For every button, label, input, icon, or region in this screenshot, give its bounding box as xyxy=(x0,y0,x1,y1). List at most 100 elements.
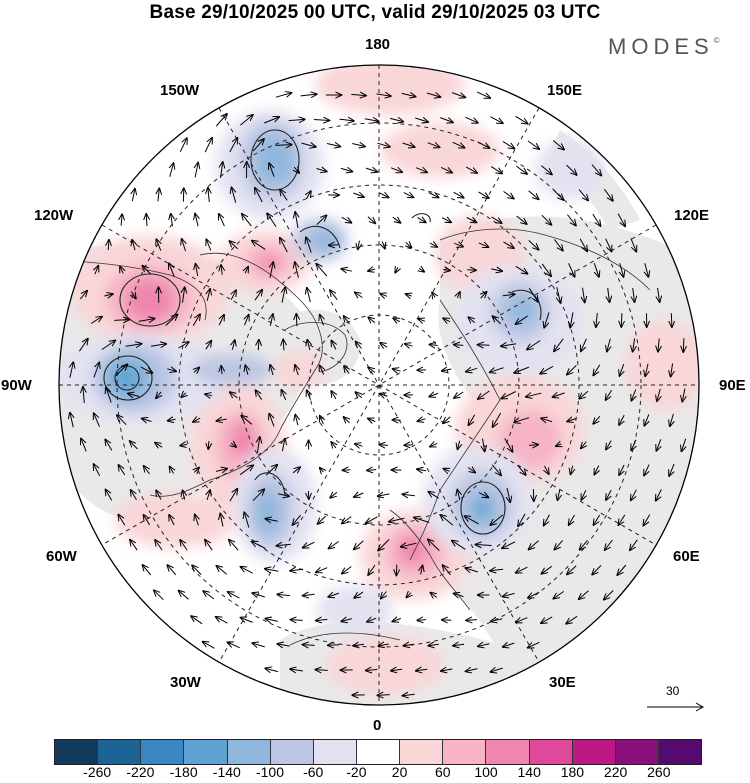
wind-vector xyxy=(158,189,159,202)
wind-vector xyxy=(619,414,624,425)
wind-vector xyxy=(266,519,278,522)
wind-vector xyxy=(491,668,503,672)
colorbar-tick-label: -20 xyxy=(346,764,367,780)
wind-vector xyxy=(476,545,492,546)
wind-vector xyxy=(290,569,304,571)
wind-vector xyxy=(267,213,277,227)
wind-vector xyxy=(231,443,236,447)
wind-vector xyxy=(341,269,352,271)
wind-vector xyxy=(643,514,651,526)
wind-vector xyxy=(228,592,240,599)
wind-vector xyxy=(230,241,239,250)
longitude-label-90w: 90W xyxy=(1,377,32,394)
wind-vector xyxy=(366,670,378,671)
wind-vector xyxy=(303,645,315,646)
colorbar-tick-label: -260 xyxy=(83,764,112,780)
wind-vector xyxy=(419,268,424,271)
wind-vector xyxy=(541,616,553,623)
colorbar-tick-label: -60 xyxy=(303,764,324,780)
wind-vector xyxy=(443,416,451,423)
wind-vector xyxy=(605,539,613,550)
wind-vector xyxy=(182,239,186,252)
wind-vector xyxy=(340,168,352,171)
wind-vector xyxy=(106,387,112,403)
wind-vector xyxy=(119,465,126,476)
wind-vector xyxy=(527,140,539,149)
wind-vector xyxy=(490,514,504,525)
wind-vector xyxy=(156,392,161,398)
wind-vector xyxy=(503,593,515,596)
wind-vector xyxy=(229,540,239,551)
wind-vector xyxy=(452,141,465,147)
wind-vector xyxy=(320,468,324,472)
wind-vector xyxy=(252,542,266,549)
wind-vector xyxy=(344,316,350,325)
wind-vector xyxy=(453,191,464,197)
wind-vector xyxy=(607,338,610,352)
wind-vector xyxy=(380,343,388,347)
wind-vector xyxy=(481,292,487,298)
wind-vector xyxy=(606,489,611,500)
wind-vector xyxy=(219,214,225,227)
wind-vector xyxy=(379,644,389,646)
wind-vector xyxy=(354,591,364,598)
wind-vector xyxy=(430,593,436,598)
wind-vector xyxy=(331,391,336,400)
wind-vector xyxy=(645,363,648,376)
wind-vector xyxy=(406,242,412,247)
wind-vector xyxy=(355,293,363,298)
wind-vector xyxy=(483,438,485,452)
wind-vector xyxy=(631,489,637,501)
wind-vector xyxy=(341,217,352,222)
wind-vector xyxy=(240,115,252,126)
wind-vector xyxy=(552,140,564,150)
wind-vector xyxy=(544,514,550,526)
wind-vector xyxy=(578,189,588,201)
wind-vector xyxy=(320,416,324,425)
wind-vector xyxy=(125,344,142,347)
wind-vector xyxy=(392,217,401,223)
wind-vector xyxy=(529,540,539,550)
wind-vector xyxy=(516,165,527,174)
wind-vector xyxy=(633,338,635,352)
wind-vector xyxy=(208,188,209,203)
wind-vector xyxy=(196,264,198,277)
wind-vector xyxy=(469,414,476,425)
wind-vector xyxy=(351,94,366,95)
colorbar-swatch xyxy=(356,740,401,764)
wind-vector xyxy=(527,340,541,350)
wind-vector xyxy=(282,439,284,452)
wind-vector xyxy=(658,288,660,302)
wind-vector xyxy=(205,540,213,551)
wind-vector xyxy=(441,218,451,223)
wind-vector xyxy=(78,339,87,352)
wind-vector xyxy=(344,417,350,423)
wind-vector xyxy=(79,291,87,300)
wind-vector xyxy=(252,139,264,152)
wind-vector xyxy=(557,287,561,303)
wind-vector xyxy=(265,465,277,476)
wind-vector xyxy=(195,214,198,227)
wind-vector xyxy=(457,490,460,501)
wind-vector xyxy=(367,618,377,622)
wind-vector xyxy=(656,489,662,500)
wind-vector xyxy=(490,116,503,123)
wind-vector xyxy=(606,389,613,400)
map-title: Base 29/10/2025 00 UTC, valid 29/10/2025… xyxy=(149,2,601,23)
wind-vector xyxy=(503,643,515,647)
wind-vector xyxy=(367,216,375,224)
wind-vector xyxy=(217,419,227,421)
wind-vector xyxy=(406,593,410,598)
wind-vector xyxy=(313,120,329,121)
wind-vector xyxy=(567,419,577,422)
wind-vector xyxy=(604,590,614,599)
wind-vector xyxy=(155,540,163,551)
wind-vector xyxy=(193,418,201,422)
wind-vector xyxy=(131,490,137,501)
colorbar-swatch xyxy=(313,740,357,764)
wind-vector xyxy=(293,514,301,525)
wind-vector xyxy=(644,414,648,425)
wind-vector xyxy=(603,188,612,201)
wind-vector xyxy=(379,445,388,446)
colorbar-tick-label: 260 xyxy=(647,764,671,780)
